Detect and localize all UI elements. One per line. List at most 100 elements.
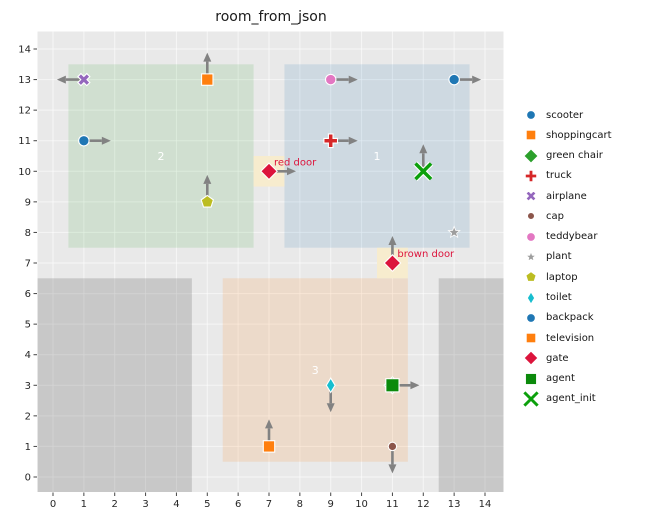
scooter-marker (78, 134, 90, 147)
laptop-marker (200, 194, 215, 208)
room-2-area (68, 64, 254, 248)
scooter-legend-marker (526, 110, 536, 120)
svg-text:13: 13 (448, 499, 461, 510)
legend-item-backpack: backpack (512, 309, 611, 327)
legend-item-teddybear: teddybear (512, 228, 611, 246)
legend-label: laptop (546, 271, 578, 283)
room-1-label: 1 (373, 150, 380, 163)
svg-text:11: 11 (18, 136, 31, 147)
legend-label: gate (546, 352, 569, 364)
legend-label: shoppingcart (546, 129, 612, 141)
svg-text:14: 14 (18, 45, 31, 56)
svg-text:7: 7 (266, 499, 272, 510)
legend-item-shoppingcart: shoppingcart (512, 126, 611, 144)
svg-text:10: 10 (18, 167, 31, 178)
shoppingcart-legend-marker (525, 129, 537, 141)
svg-text:10: 10 (355, 499, 368, 510)
airplane-marker (77, 72, 91, 87)
svg-text:14: 14 (479, 499, 492, 510)
axis-ticks (33, 48, 486, 496)
television-marker (262, 440, 276, 453)
legend-item-truck: truck (512, 167, 611, 185)
svg-text:3: 3 (25, 381, 31, 392)
agent-marker (385, 378, 400, 393)
svg-text:6: 6 (235, 499, 241, 510)
svg-text:2: 2 (25, 411, 31, 422)
legend-item-agent: agent (512, 370, 611, 388)
legend-item-gate: gate (512, 349, 611, 367)
legend-item-toilet: toilet (512, 289, 611, 307)
gate-brown-door-marker (383, 254, 402, 272)
svg-text:6: 6 (25, 289, 31, 300)
legend-item-television: television (512, 329, 611, 347)
legend-label: toilet (546, 292, 572, 304)
legend-label: cap (546, 210, 564, 222)
teddybear-legend-marker (526, 231, 536, 242)
legend-item-agent-init: agent_init (512, 390, 611, 408)
legend: scooter shoppingcart green chair truck airpl… (512, 106, 611, 408)
shoppingcart-marker (201, 73, 214, 86)
svg-text:0: 0 (25, 473, 31, 484)
plant-legend-marker (525, 250, 537, 262)
backpack-legend-marker (526, 312, 536, 323)
gate-legend-marker (523, 350, 539, 367)
svg-text:13: 13 (18, 75, 31, 86)
room-1-area (284, 64, 470, 248)
svg-text:1: 1 (81, 499, 87, 510)
red-door-label: red door (274, 157, 317, 168)
agent-init-marker (413, 161, 434, 182)
legend-label: scooter (546, 109, 584, 121)
svg-text:11: 11 (386, 499, 399, 510)
legend-item-scooter: scooter (512, 106, 611, 124)
agent-init-legend-marker (522, 390, 540, 408)
svg-text:9: 9 (25, 197, 31, 208)
blocked-area-2 (438, 278, 504, 492)
legend-item-plant: plant (512, 248, 611, 266)
heading-arrows (56, 52, 482, 474)
truck-marker (323, 133, 339, 149)
blocked-area-1 (37, 278, 192, 492)
svg-text:4: 4 (173, 499, 179, 510)
legend-item-green-chair: green chair (512, 147, 611, 165)
svg-text:4: 4 (25, 350, 31, 361)
legend-label: truck (546, 170, 572, 182)
legend-label: backpack (546, 312, 594, 324)
truck-legend-marker (524, 169, 538, 183)
svg-text:12: 12 (417, 499, 430, 510)
legend-label: teddybear (546, 231, 598, 243)
legend-item-laptop: laptop (512, 268, 611, 286)
cap-legend-marker (526, 212, 536, 221)
room-3-area (222, 278, 408, 462)
television-legend-marker (525, 332, 537, 344)
room-2-label: 2 (157, 150, 164, 163)
plant-marker (447, 225, 461, 239)
legend-label: agent (546, 373, 575, 385)
svg-text:5: 5 (25, 320, 31, 331)
legend-label: television (546, 332, 595, 344)
svg-text:5: 5 (204, 499, 210, 510)
svg-text:1: 1 (25, 442, 31, 453)
agent-legend-marker (524, 372, 538, 385)
svg-text:3: 3 (142, 499, 148, 510)
x-axis-tick-labels: 0 1 2 3 4 5 6 7 8 9 10 11 12 13 14 (50, 499, 492, 510)
toilet-marker (325, 377, 336, 394)
teddybear-marker (324, 73, 337, 86)
legend-item-cap: cap (512, 207, 611, 225)
room-3-label: 3 (312, 364, 319, 377)
brown-door-label: brown door (397, 249, 455, 260)
legend-label: agent_init (546, 393, 596, 405)
cap-marker (387, 441, 398, 452)
svg-text:12: 12 (18, 106, 31, 117)
svg-text:7: 7 (25, 259, 31, 270)
svg-text:9: 9 (328, 499, 334, 510)
green-chair-legend-marker (523, 147, 539, 164)
legend-label: airplane (546, 190, 587, 202)
svg-text:8: 8 (297, 499, 303, 510)
backpack-marker (448, 73, 460, 86)
svg-text:2: 2 (112, 499, 118, 510)
gate-red-door-marker (260, 162, 278, 181)
laptop-legend-marker (525, 271, 537, 283)
